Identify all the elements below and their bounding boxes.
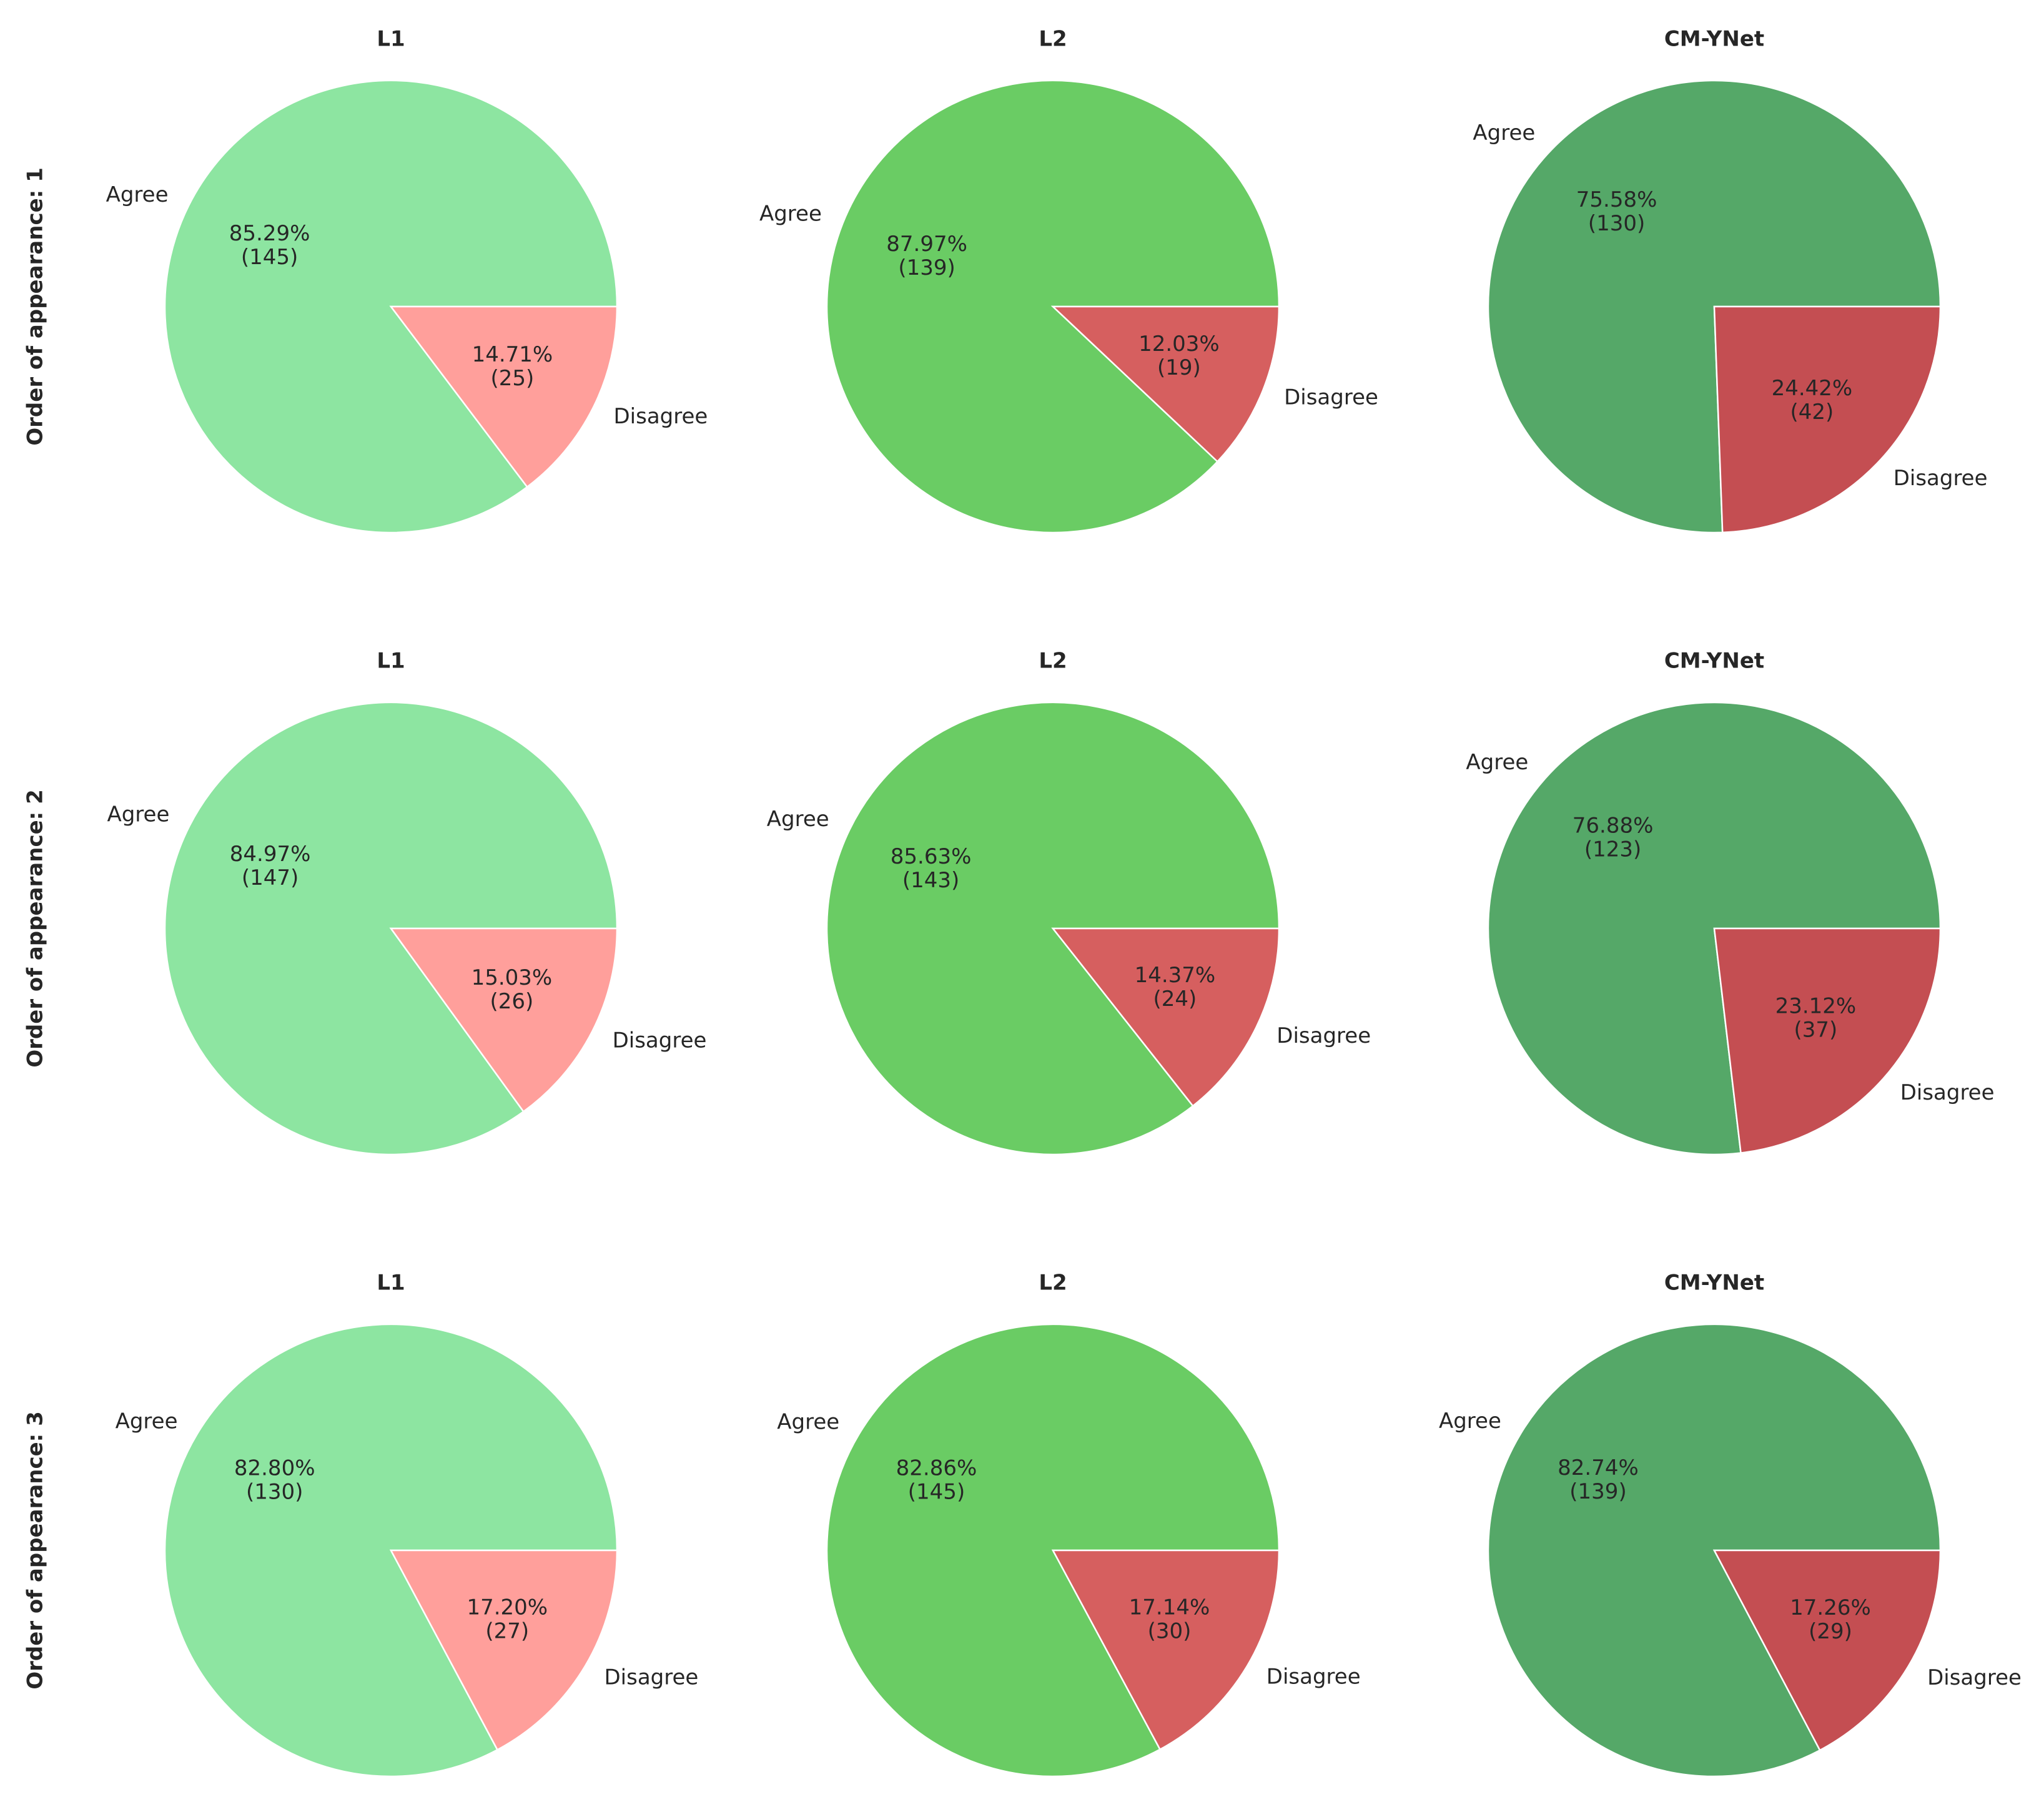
slice-label-disagree: Disagree — [605, 1665, 699, 1690]
pie-panel-r1-c2: L2 Agree 87.97% (139) Disagree 12.03% (19) — [759, 27, 1378, 534]
slice-label-agree: Agree — [1466, 750, 1528, 775]
pie-panel-r1-c1: L1 Order of appearance: 1 Agree 85.29% (145)… — [23, 27, 708, 534]
pct-label-agree: 75.58% (130) — [1576, 187, 1657, 236]
pie-slice-disagree — [1051, 1549, 1280, 1751]
pie-slice-disagree — [1713, 305, 1942, 534]
slice-label-disagree: Disagree — [1284, 385, 1378, 410]
pct-label-agree: 84.97% (147) — [230, 842, 311, 890]
pct-label-agree: 85.29% (145) — [229, 221, 310, 270]
pct-label-disagree: 17.26% (29) — [1790, 1595, 1871, 1644]
panel-title: CM-YNet — [1664, 27, 1764, 52]
slice-label-disagree: Disagree — [1927, 1665, 2022, 1690]
pct-label-disagree: 14.37% (24) — [1135, 962, 1216, 1011]
slice-label-agree: Agree — [777, 1409, 839, 1434]
pct-label-agree: 82.74% (139) — [1558, 1455, 1639, 1504]
pct-label-disagree: 12.03% (19) — [1138, 332, 1220, 380]
pct-label-agree: 87.97% (139) — [886, 231, 967, 280]
pie-slice-disagree — [1050, 305, 1280, 463]
pie-panel-r2-c2: L2 Agree 85.63% (143) Disagree 14.37% (24) — [767, 649, 1371, 1156]
slice-label-disagree: Disagree — [1900, 1080, 1995, 1105]
panel-title: CM-YNet — [1664, 1271, 1764, 1296]
pct-label-agree: 82.80% (130) — [234, 1455, 315, 1504]
row-label: Order of appearance: 1 — [23, 167, 48, 446]
pct-label-agree: 76.88% (123) — [1572, 813, 1654, 862]
pie-panel-r2-c1: L1 Order of appearance: 2 Agree 84.97% (147)… — [23, 649, 707, 1156]
panel-title: L1 — [377, 649, 405, 674]
pie-slice-disagree — [1712, 1549, 1942, 1751]
slice-label-disagree: Disagree — [613, 1028, 707, 1053]
pct-label-disagree: 14.71% (25) — [472, 342, 553, 390]
pie-slice-disagree — [1051, 927, 1280, 1107]
pie-slice-disagree — [389, 927, 618, 1113]
pie-panel-r1-c3: CM-YNet Agree 75.58% (130) Disagree 24.42% (42… — [1473, 27, 1988, 534]
slice-label-agree: Agree — [1473, 121, 1535, 145]
slice-label-disagree: Disagree — [1276, 1023, 1371, 1048]
slice-label-agree: Agree — [759, 202, 822, 227]
slice-label-agree: Agree — [107, 802, 169, 827]
row-label: Order of appearance: 2 — [23, 789, 48, 1068]
pie-panel-r2-c3: CM-YNet Agree 76.88% (123) Disagree 23.12% (37… — [1466, 649, 1995, 1156]
pct-label-disagree: 23.12% (37) — [1775, 993, 1857, 1042]
slice-label-agree: Agree — [767, 807, 829, 832]
pie-slice-disagree — [389, 305, 618, 488]
slice-label-disagree: Disagree — [614, 404, 708, 429]
pie-panel-r3-c3: CM-YNet Agree 82.74% (139) Disagree 17.26% (29… — [1439, 1271, 2022, 1778]
slice-label-disagree: Disagree — [1266, 1665, 1361, 1690]
pct-label-agree: 85.63% (143) — [891, 844, 972, 893]
pct-label-disagree: 24.42% (42) — [1772, 375, 1853, 424]
slice-label-agree: Agree — [116, 1409, 178, 1434]
panel-title: L1 — [377, 27, 405, 52]
slice-label-agree: Agree — [1439, 1409, 1501, 1434]
panel-title: L2 — [1039, 27, 1067, 52]
pct-label-disagree: 15.03% (26) — [472, 965, 553, 1013]
row-label: Order of appearance: 3 — [23, 1411, 48, 1690]
pct-label-disagree: 17.20% (27) — [467, 1595, 548, 1643]
slice-label-disagree: Disagree — [1893, 466, 1988, 491]
pie-slice-disagree — [389, 1549, 618, 1751]
slice-label-agree: Agree — [106, 182, 169, 207]
panel-title: CM-YNet — [1664, 649, 1764, 674]
pct-label-disagree: 17.14% (30) — [1129, 1595, 1210, 1643]
pie-panel-r3-c1: L1 Order of appearance: 3 Agree 82.80% (130)… — [23, 1271, 699, 1778]
pct-label-agree: 82.86% (145) — [896, 1455, 977, 1504]
pie-panel-r3-c2: L2 Agree 82.86% (145) Disagree 17.14% (30) — [777, 1271, 1361, 1778]
panel-title: L1 — [377, 1271, 405, 1296]
panel-title: L2 — [1039, 649, 1067, 674]
pie-slice-disagree — [1713, 927, 1942, 1154]
panel-title: L2 — [1039, 1271, 1067, 1296]
